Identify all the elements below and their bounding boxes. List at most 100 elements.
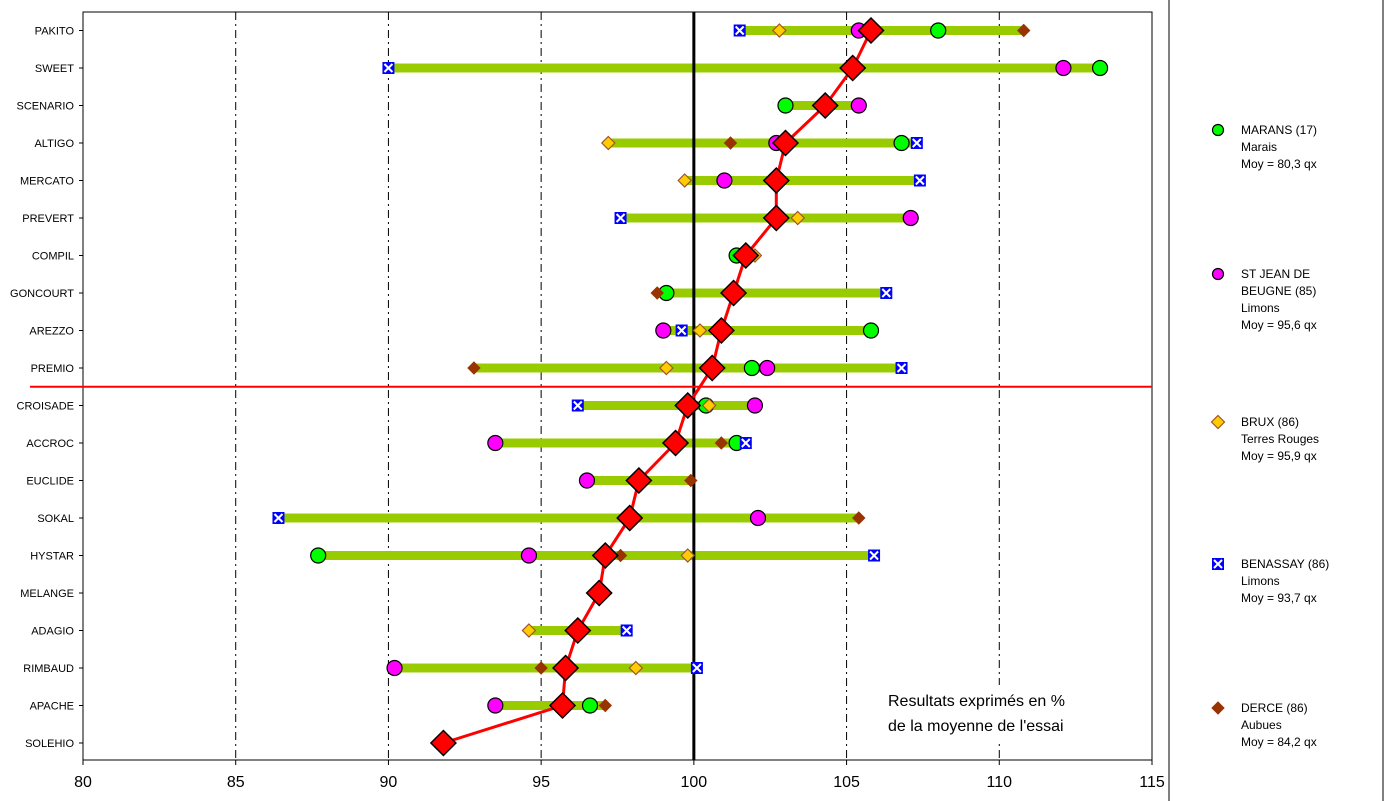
mean-marker [857,16,885,45]
point-derce [650,286,664,300]
mean-marker [720,279,748,307]
point-marans [581,697,599,714]
y-tick-label: SOLEHIO [25,738,74,750]
point-st_jean [759,359,776,377]
point-derce [1017,23,1031,38]
y-tick-label: RIMBAUD [23,663,74,675]
grid-layer [79,11,1153,765]
annotation-line-2: de la moyenne de l'essai [888,718,1064,735]
point-st_jean [902,209,919,227]
point-derce [852,511,866,525]
mean-marker [625,466,653,495]
point-marans [893,134,910,152]
y-tick-label: SCENARIO [17,101,75,113]
legend-marker-marans [1211,123,1225,137]
mean-marker [771,129,800,157]
mean-marker [762,166,790,195]
point-benassay-cross [734,25,745,36]
legend-text: BENASSAY (86) [1241,557,1329,571]
point-benassay-cross [692,663,702,673]
point-benassay-cross [573,400,583,411]
mean-marker [698,354,726,382]
point-benassay [895,362,908,374]
legend-marker-st_jean [1211,267,1225,281]
point-brux [692,323,708,338]
legend-text: Limons [1241,574,1280,588]
point-brux [677,173,693,188]
point-benassay-cross [383,63,394,73]
mean-marker [839,54,867,82]
point-benassay-cross [881,288,891,298]
legend-marker-benassay-cross [1213,559,1223,569]
point-brux [772,23,787,38]
point-brux [680,548,696,563]
y-tick-label: PAKITO [35,26,75,38]
point-benassay [733,24,746,37]
legend-text: Terres Rouges [1241,432,1319,446]
point-marans [930,22,947,39]
mean-marker [811,91,839,120]
point-benassay [675,324,688,337]
legend-marker-brux [1210,414,1226,430]
point-benassay [868,549,881,562]
y-tick-label: ADAGIO [31,626,74,638]
mean-marker [762,204,790,232]
mean-marker [674,391,702,420]
point-marans [777,97,794,114]
point-benassay-cross [912,138,922,148]
y-tick-label: HYSTAR [30,551,74,563]
annotation: Resultats exprimés en % de la moyenne de… [878,685,1118,741]
legend: MARANS (17) Marais Moy = 80,3 qx ST JEAN DE… [1168,0,1384,801]
mean-marker [548,691,577,720]
point-marans [1091,59,1109,77]
point-brux [521,623,537,638]
legend-text: Moy = 95,6 qx [1241,318,1317,332]
y-tick-label: PREMIO [31,363,75,375]
point-st_jean [520,547,538,564]
legend-text: ST JEAN DE [1241,267,1310,281]
point-benassay-cross [621,625,632,636]
point-st_jean [386,659,403,677]
legend-text: Moy = 84,2 qx [1241,735,1317,749]
point-brux [659,360,674,376]
legend-text: Moy = 93,7 qx [1241,591,1317,605]
point-st_jean [749,509,767,527]
point-st_jean [716,172,733,189]
x-tick-label: 105 [833,774,860,791]
y-tick-label: ACCROC [26,438,74,450]
y-tick-label: SOKAL [37,513,74,525]
mean-marker [429,729,457,757]
legend-text: BRUX (86) [1241,415,1299,429]
legend-text: Limons [1241,301,1280,315]
x-tick-label: 100 [681,774,708,791]
point-benassay [913,174,926,187]
y-tick-label: ALTIGO [34,138,74,150]
point-st_jean [487,434,504,452]
point-benassay [620,624,633,637]
point-benassay [910,137,923,149]
point-marans [743,359,760,377]
point-brux [701,398,717,413]
mean-marker [591,541,619,570]
point-derce [598,698,612,713]
point-benassay [880,287,893,299]
legend-text: Moy = 80,3 qx [1241,157,1317,171]
point-marans [862,322,880,339]
legend-text: BEUGNE (85) [1241,284,1316,298]
mean-marker [616,504,644,532]
legend-marker-derce [1211,701,1225,715]
x-tick-label: 80 [74,774,92,791]
point-st_jean [850,97,867,114]
point-benassay-cross [896,363,907,373]
mean-marker [564,616,592,645]
point-benassay-cross [676,325,687,336]
legend-text: Aubues [1241,718,1282,732]
y-tick-label: PREVERT [22,213,74,225]
mean-marker [732,241,760,270]
legend-text: MARANS (17) [1241,123,1317,137]
point-derce [467,361,481,375]
mean-marker [661,429,690,457]
point-benassay-cross [741,438,751,448]
point-benassay [739,437,752,449]
